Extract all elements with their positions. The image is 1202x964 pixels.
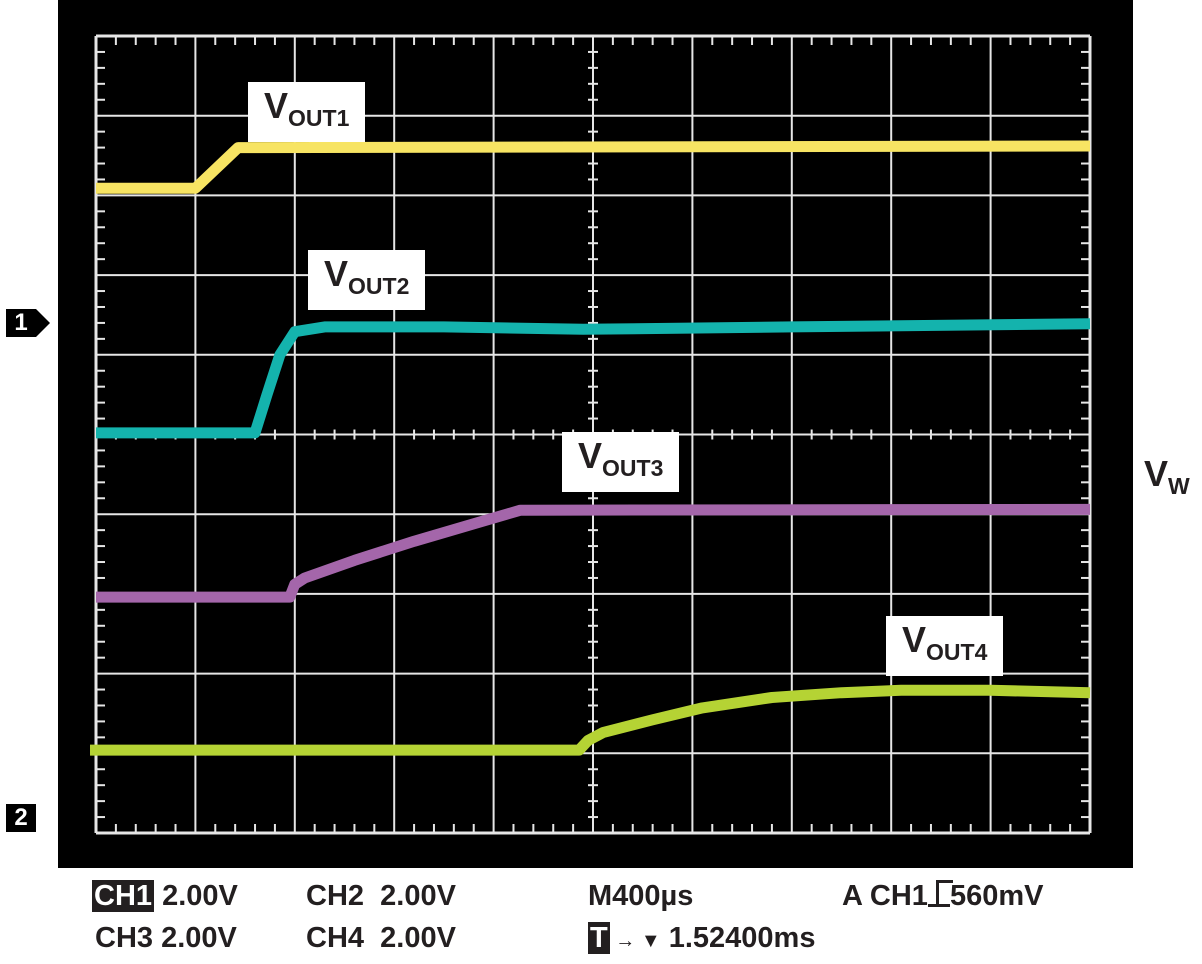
ch1-label: CH1 bbox=[92, 880, 155, 912]
trigger-t-icon: T bbox=[588, 922, 610, 954]
label-sub: OUT3 bbox=[602, 455, 664, 481]
ch2-readout: CH2 2.00V bbox=[306, 880, 456, 913]
trace-vout2 bbox=[96, 318, 1091, 439]
trigger-source: A CH1 bbox=[842, 880, 928, 912]
label-sub: OUT2 bbox=[348, 273, 410, 299]
ch3-label: CH3 bbox=[95, 922, 154, 954]
ch1-ground-marker: 1 bbox=[6, 309, 36, 337]
triangle-down-icon: ▼ bbox=[640, 930, 661, 952]
ch3-scale: 2.00V bbox=[161, 922, 237, 954]
label-sub: W bbox=[1168, 473, 1190, 499]
trace-vout3 bbox=[96, 503, 1091, 603]
ch4-scale: 2.00V bbox=[380, 922, 456, 954]
ch2-scale: 2.00V bbox=[380, 880, 456, 912]
label-vout4: VOUT4 bbox=[886, 616, 1004, 676]
label-vw: VW bbox=[1130, 450, 1202, 510]
ch4-readout: CH4 2.00V bbox=[306, 922, 456, 955]
label-sub: OUT4 bbox=[926, 639, 988, 665]
label-main: V bbox=[324, 253, 349, 294]
trigger-readout: A CH1 560mV bbox=[842, 880, 1043, 913]
label-vout2: VOUT2 bbox=[308, 250, 426, 310]
label-vout3: VOUT3 bbox=[562, 432, 680, 492]
rising-edge-icon bbox=[927, 880, 953, 907]
position-readout: T → ▼ 1.52400ms bbox=[588, 922, 815, 955]
timebase-readout: M400µs bbox=[588, 880, 694, 912]
label-main: V bbox=[578, 435, 603, 476]
trace-vout1 bbox=[96, 140, 1091, 194]
label-sub: OUT1 bbox=[288, 105, 350, 131]
ch2-ground-marker: 2 bbox=[6, 804, 36, 832]
label-vout1: VOUT1 bbox=[248, 82, 366, 142]
arrow-right-icon: → bbox=[609, 930, 641, 952]
graticule bbox=[94, 34, 1092, 835]
label-main: V bbox=[1144, 453, 1169, 494]
ch4-label: CH4 bbox=[306, 922, 365, 954]
trigger-position: 1.52400ms bbox=[668, 922, 816, 954]
label-main: V bbox=[264, 85, 289, 126]
trigger-level: 560mV bbox=[949, 880, 1044, 912]
ch1-readout: CH1 2.00V bbox=[92, 880, 238, 913]
ch3-readout: CH3 2.00V bbox=[95, 922, 237, 955]
ch2-label: CH2 bbox=[306, 880, 365, 912]
ch1-scale: 2.00V bbox=[162, 880, 238, 912]
label-main: V bbox=[902, 619, 927, 660]
trace-vout4 bbox=[90, 684, 1091, 756]
marker-arrow-icon bbox=[36, 309, 50, 337]
traces bbox=[90, 140, 1091, 756]
